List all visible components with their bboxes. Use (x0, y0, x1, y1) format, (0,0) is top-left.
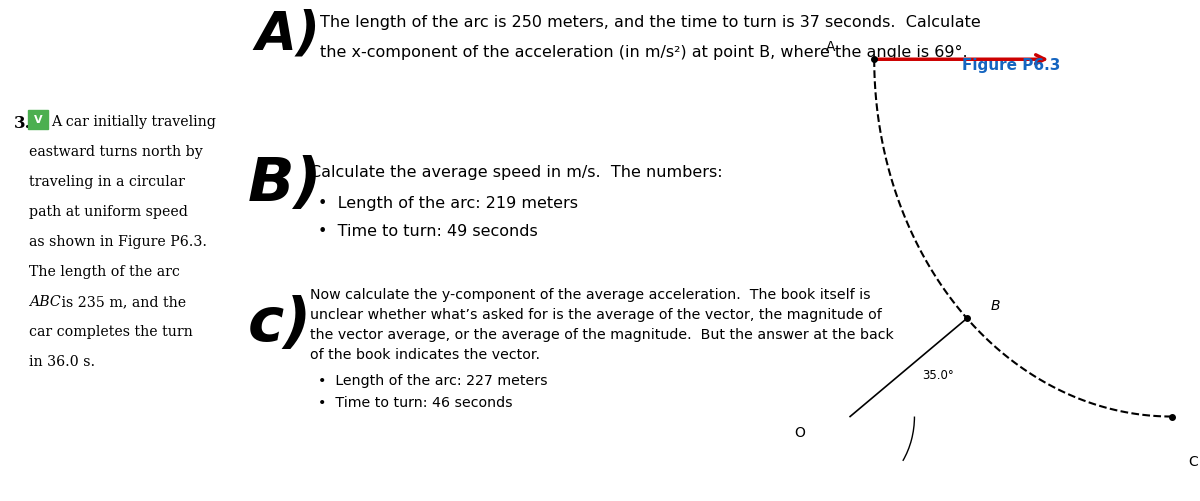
Text: C: C (1188, 454, 1198, 468)
Text: The length of the arc is 250 meters, and the time to turn is 37 seconds.  Calcul: The length of the arc is 250 meters, and… (320, 15, 980, 30)
Text: V: V (34, 115, 42, 125)
Text: A: A (826, 40, 835, 54)
Text: Calculate the average speed in m/s.  The numbers:: Calculate the average speed in m/s. The … (310, 165, 722, 180)
Text: traveling in a circular: traveling in a circular (29, 175, 185, 188)
Text: is 235 m, and the: is 235 m, and the (58, 295, 186, 309)
Text: Now calculate the y-component of the average acceleration.  The book itself is: Now calculate the y-component of the ave… (310, 288, 871, 302)
Text: O: O (793, 425, 805, 439)
Text: Figure P6.3: Figure P6.3 (962, 58, 1060, 73)
Text: ABC: ABC (29, 295, 61, 309)
Text: the vector average, or the average of the magnitude.  But the answer at the back: the vector average, or the average of th… (310, 327, 894, 341)
Text: the x-component of the acceleration (in m/s²) at point B, where the angle is 69°: the x-component of the acceleration (in … (320, 45, 967, 60)
Text: •  Time to turn: 46 seconds: • Time to turn: 46 seconds (318, 395, 512, 409)
Text: eastward turns north by: eastward turns north by (29, 145, 203, 159)
FancyBboxPatch shape (28, 111, 48, 130)
Text: as shown in Figure P6.3.: as shown in Figure P6.3. (29, 234, 208, 248)
Text: •  Length of the arc: 227 meters: • Length of the arc: 227 meters (318, 373, 547, 387)
Text: c): c) (248, 295, 312, 353)
Text: The length of the arc: The length of the arc (29, 265, 180, 279)
Text: 3.: 3. (14, 115, 31, 132)
Text: of the book indicates the vector.: of the book indicates the vector. (310, 347, 540, 361)
Text: B): B) (248, 155, 323, 213)
Text: car completes the turn: car completes the turn (29, 324, 193, 338)
Text: •  Time to turn: 49 seconds: • Time to turn: 49 seconds (318, 223, 538, 238)
Text: A car initially traveling: A car initially traveling (50, 115, 216, 129)
Text: A): A) (256, 8, 320, 60)
Text: 35.0°: 35.0° (923, 368, 954, 381)
Text: •  Length of the arc: 219 meters: • Length of the arc: 219 meters (318, 195, 578, 210)
Text: unclear whether what’s asked for is the average of the vector, the magnitude of: unclear whether what’s asked for is the … (310, 308, 882, 321)
Text: in 36.0 s.: in 36.0 s. (29, 354, 95, 368)
Text: path at uniform speed: path at uniform speed (29, 204, 188, 218)
Text: B: B (991, 298, 1001, 312)
